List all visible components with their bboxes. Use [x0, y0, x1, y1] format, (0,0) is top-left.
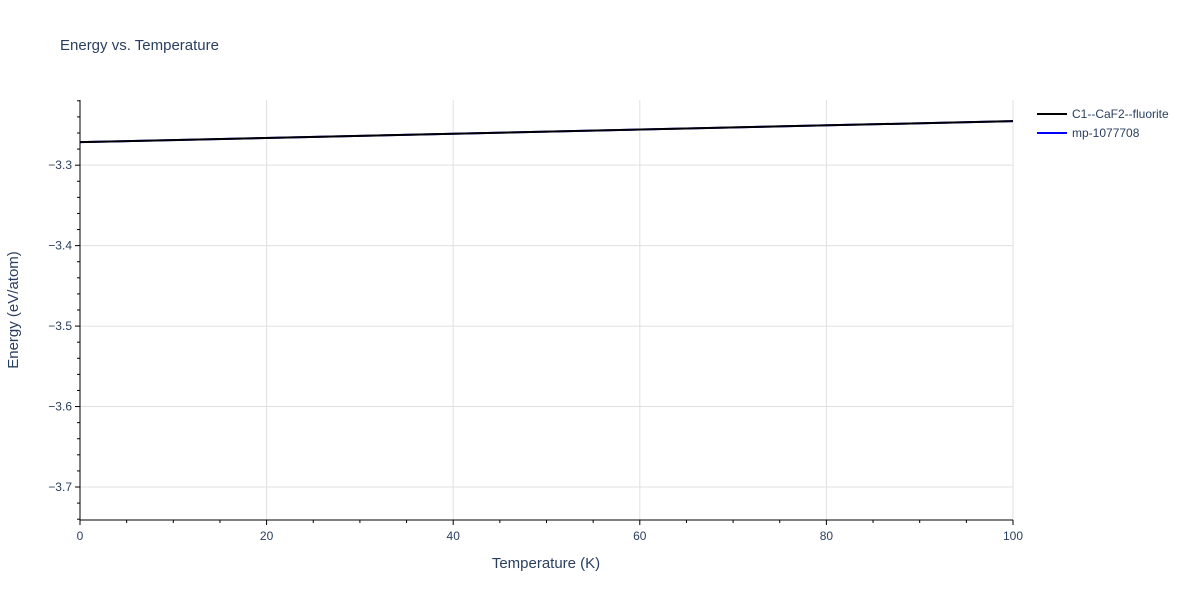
x-tick-label: 80	[820, 529, 834, 543]
y-tick-label: −3.3	[48, 158, 72, 172]
x-tick-label: 40	[447, 529, 461, 543]
y-tick-label: −3.5	[48, 319, 72, 333]
y-axis-label: Energy (eV/atom)	[5, 251, 22, 369]
y-tick-label: −3.6	[48, 400, 72, 414]
x-tick-label: 0	[77, 529, 84, 543]
legend-label: mp-1077708	[1072, 126, 1140, 140]
y-tick-label: −3.7	[48, 480, 72, 494]
chart-title: Energy vs. Temperature	[60, 37, 219, 54]
legend-label: C1--CaF2--fluorite	[1072, 107, 1169, 121]
x-tick-label: 20	[260, 529, 274, 543]
x-tick-label: 100	[1003, 529, 1023, 543]
y-tick-label: −3.4	[48, 239, 72, 253]
x-tick-label: 60	[633, 529, 647, 543]
x-axis-label: Temperature (K)	[492, 555, 600, 572]
series-line-C1--CaF2--fluorite	[79, 120, 1014, 144]
